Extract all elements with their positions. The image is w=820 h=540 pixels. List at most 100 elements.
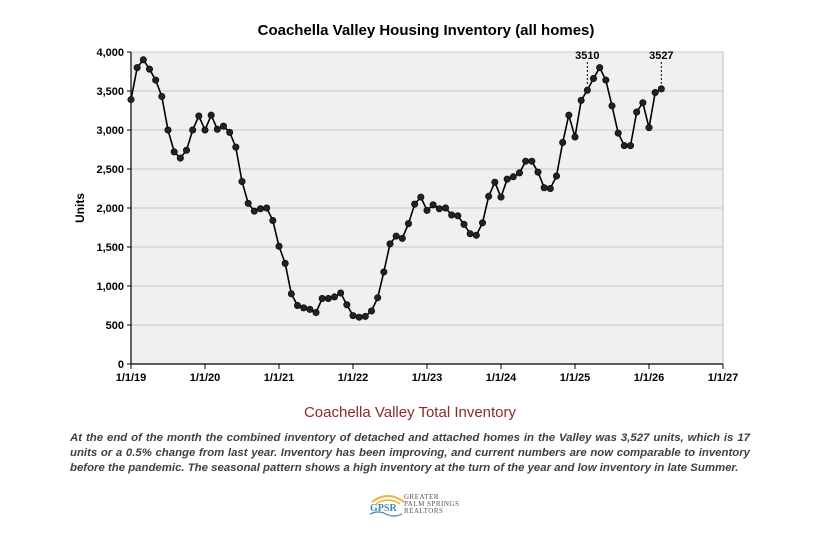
y-tick-label: 1,000 <box>96 281 124 293</box>
data-point <box>201 126 209 134</box>
data-point <box>454 212 462 220</box>
annotations: 3510 3527 <box>575 50 674 86</box>
data-point <box>583 86 591 94</box>
data-point <box>367 307 375 315</box>
data-point <box>528 157 536 165</box>
data-point <box>565 111 573 119</box>
data-point <box>256 205 264 213</box>
data-point <box>146 65 154 73</box>
chart-subtitle: Coachella Valley Total Inventory <box>303 404 517 421</box>
data-point <box>448 211 456 219</box>
data-point <box>522 157 530 165</box>
data-point <box>380 268 388 276</box>
y-axis-label: Units <box>73 193 87 223</box>
data-point <box>515 169 523 177</box>
data-point <box>337 289 345 297</box>
data-point <box>189 126 197 134</box>
data-point <box>466 230 474 238</box>
logo-name-line: PALM SPRINGS <box>404 500 460 508</box>
data-point <box>411 200 419 208</box>
data-point <box>614 129 622 137</box>
data-point <box>429 201 437 209</box>
data-point <box>176 154 184 162</box>
data-point <box>226 128 234 136</box>
logo-mark-text: GPSR <box>370 503 397 514</box>
data-point <box>602 76 610 84</box>
data-point <box>324 294 332 302</box>
data-point <box>608 102 616 110</box>
chart-title: Coachella Valley Housing Inventory (all … <box>258 22 595 39</box>
logo-name-line: REALTORS <box>404 507 444 515</box>
x-tick-label: 1/1/21 <box>264 372 295 384</box>
description-text: At the end of the month the combined inv… <box>70 432 750 474</box>
data-point <box>589 75 597 83</box>
y-tick-label: 500 <box>106 320 124 332</box>
data-point <box>509 173 517 181</box>
data-point <box>503 175 511 183</box>
data-point <box>577 96 585 104</box>
data-point <box>293 301 301 309</box>
data-point <box>361 312 369 320</box>
data-point <box>559 138 567 146</box>
data-point <box>355 313 363 321</box>
data-point <box>127 96 135 104</box>
data-point <box>639 99 647 107</box>
x-axis-ticks: 1/1/19 1/1/20 1/1/21 1/1/22 1/1/23 1/1/24 1/1/… <box>116 364 739 384</box>
x-tick-label: 1/1/27 <box>708 372 739 384</box>
y-tick-label: 4,000 <box>96 47 124 59</box>
data-point <box>478 219 486 227</box>
data-point <box>220 122 228 130</box>
data-point <box>552 172 560 180</box>
x-tick-label: 1/1/20 <box>190 372 221 384</box>
data-point <box>306 305 314 313</box>
data-point <box>269 216 277 224</box>
data-point <box>386 240 394 248</box>
data-point <box>596 64 604 72</box>
x-tick-label: 1/1/23 <box>412 372 443 384</box>
data-point <box>441 204 449 212</box>
data-point <box>195 112 203 120</box>
gpsr-logo-icon <box>369 495 405 517</box>
x-tick-label: 1/1/19 <box>116 372 147 384</box>
data-point <box>300 304 308 312</box>
data-point <box>312 309 320 317</box>
data-point <box>238 177 246 185</box>
data-point <box>318 294 326 302</box>
y-tick-label: 1,500 <box>96 242 124 254</box>
data-point <box>275 242 283 250</box>
data-point <box>349 312 357 320</box>
data-point <box>232 143 240 151</box>
x-tick-label: 1/1/26 <box>634 372 665 384</box>
data-point <box>152 76 160 84</box>
data-point <box>435 205 443 213</box>
data-point <box>417 193 425 201</box>
data-point <box>374 294 382 302</box>
annotation-label: 3527 <box>649 50 673 62</box>
data-point <box>571 133 579 141</box>
data-point <box>133 64 141 72</box>
data-point <box>244 199 252 207</box>
y-tick-label: 2,000 <box>96 203 124 215</box>
data-point <box>213 125 221 133</box>
inventory-line-chart: Coachella Valley Housing Inventory (all … <box>73 22 739 384</box>
series-group <box>127 56 665 321</box>
data-point <box>472 231 480 239</box>
x-tick-label: 1/1/24 <box>486 372 517 384</box>
y-tick-label: 2,500 <box>96 164 124 176</box>
data-point <box>645 124 653 132</box>
y-tick-label: 0 <box>118 359 124 371</box>
gridlines <box>131 51 723 326</box>
data-point <box>164 126 172 134</box>
data-point <box>183 146 191 154</box>
y-axis-ticks: 0 500 1,000 1,500 2,000 2,500 3,000 3,500 4,000 <box>96 47 131 371</box>
data-point <box>485 192 493 200</box>
data-point <box>423 206 431 214</box>
data-point <box>392 232 400 240</box>
data-point <box>404 220 412 228</box>
data-point <box>139 56 147 64</box>
data-point <box>398 234 406 242</box>
data-point <box>657 85 665 93</box>
x-tick-label: 1/1/22 <box>338 372 369 384</box>
data-point <box>491 178 499 186</box>
data-point <box>540 184 548 192</box>
